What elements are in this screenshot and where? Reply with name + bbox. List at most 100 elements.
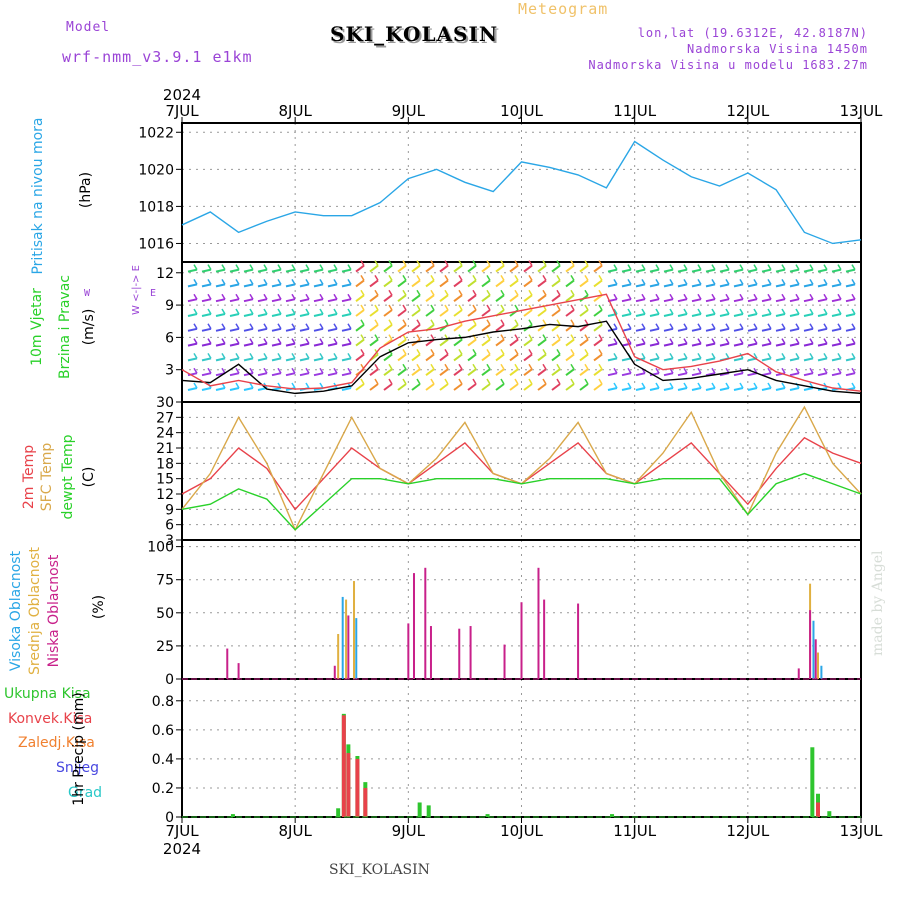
- wind-barb-flag: [739, 279, 744, 285]
- wind-barb-flag: [207, 308, 212, 315]
- wind-barb-flag: [514, 319, 519, 326]
- wind-barb-flag: [388, 363, 393, 370]
- wind-barb-flag: [221, 323, 226, 330]
- x-tick-label-top: 8JUL: [279, 102, 313, 120]
- wind-barb-flag: [500, 260, 505, 266]
- wind-barb-flag: [430, 319, 435, 326]
- cloud-bar-high: [812, 620, 815, 679]
- wind-barb: [649, 268, 660, 273]
- cloud-bar-low: [333, 665, 336, 679]
- wind-barb: [229, 342, 240, 347]
- wind-barb-flag: [795, 367, 800, 374]
- wind-barb-flag: [725, 382, 730, 389]
- wind-barb: [705, 268, 716, 273]
- wind-barb-flag: [542, 319, 547, 326]
- wind-barb-flag: [360, 378, 365, 385]
- wind-barb-flag: [683, 293, 688, 300]
- wind-barb: [411, 264, 421, 273]
- wind-barb: [789, 372, 800, 377]
- wind-barb: [565, 353, 575, 362]
- wind-barb: [411, 383, 421, 391]
- wind-barb: [649, 372, 660, 377]
- y-tick-label: 0.2: [152, 781, 174, 797]
- wind-barb-flag: [221, 293, 226, 300]
- wind-barb-flag: [570, 378, 575, 385]
- wind-barb: [327, 327, 338, 332]
- wind-barb-flag: [795, 323, 800, 330]
- panel-frame: [181, 401, 862, 541]
- x-tick-label-top: 7JUL: [165, 102, 199, 120]
- wind-barb-flag: [249, 367, 254, 374]
- wind-barb: [327, 372, 338, 377]
- wind-barb-flag: [781, 367, 786, 374]
- wind-speed-line: [181, 320, 862, 395]
- wind-barb-flag: [374, 363, 379, 370]
- wind-barb: [257, 313, 268, 317]
- wind-barb-flag: [781, 293, 786, 300]
- wind-barb: [607, 387, 618, 391]
- wind-barb-flag: [207, 353, 212, 359]
- wind-barb: [187, 357, 198, 362]
- wind-barb: [523, 338, 533, 347]
- wind-barb-flag: [207, 293, 212, 300]
- wind-barb: [663, 342, 674, 347]
- model-elevation-text: Nadmorska Visina u modelu 1683.27m: [588, 58, 868, 72]
- wind-barb: [789, 268, 800, 273]
- wind-barb: [761, 372, 772, 377]
- wind-barb: [215, 342, 226, 347]
- wind-barb-flag: [669, 323, 674, 330]
- cloud-bar-low: [429, 626, 432, 679]
- wind-barb: [761, 313, 772, 317]
- wind-barb: [691, 283, 702, 288]
- wind-barb: [663, 298, 674, 303]
- wind-barb-flag: [627, 367, 632, 374]
- wind-barb-flag: [767, 308, 772, 315]
- wind-barb-flag: [753, 293, 758, 300]
- wind-barb-flag: [374, 378, 379, 385]
- wind-barb: [383, 323, 393, 332]
- wind-barb-flag: [823, 338, 828, 344]
- wind-barb-flag: [235, 367, 240, 374]
- wind-barb: [299, 268, 310, 273]
- wind-barb: [439, 368, 449, 377]
- lonlat-text: lon,lat (19.6312E, 42.8187N): [637, 26, 868, 40]
- wind-barb: [593, 353, 603, 362]
- cloud-bar-low: [226, 648, 229, 679]
- wind-barb-flag: [374, 275, 379, 281]
- wind-barb: [523, 383, 533, 391]
- wind-barb: [509, 294, 519, 303]
- wind-barb: [187, 387, 198, 391]
- wind-barb-flag: [388, 378, 393, 385]
- wind-barb: [789, 313, 800, 317]
- cloud-bar-low: [503, 644, 506, 679]
- wind-barb-flag: [430, 363, 435, 370]
- wind-barb-flag: [291, 382, 296, 389]
- wind-barb: [383, 353, 393, 362]
- wind-barb-flag: [655, 264, 660, 270]
- wind-barb-flag: [627, 264, 632, 270]
- wind-barb-flag: [277, 293, 282, 300]
- wind-barb-flag: [500, 378, 505, 385]
- wind-barb: [705, 283, 716, 288]
- wind-barb-flag: [235, 338, 240, 344]
- wind-barb-flag: [795, 279, 800, 285]
- wind-barb-flag: [472, 378, 477, 385]
- wind-barb-flag: [277, 323, 282, 330]
- wind-barb-flag: [584, 378, 589, 385]
- wind-barb-flag: [683, 382, 688, 389]
- wind-barb-flag: [528, 319, 533, 326]
- wind-barb: [327, 283, 338, 288]
- x-tick-label-top: 10JUL: [500, 102, 543, 120]
- wind-barb: [649, 387, 660, 391]
- wind-barb: [215, 327, 226, 332]
- wind-barb-flag: [472, 289, 477, 296]
- wind-barb: [761, 387, 772, 391]
- wind-barb-flag: [570, 304, 575, 311]
- wind-barb-flag: [500, 319, 505, 326]
- wind-barb: [579, 264, 589, 273]
- wind-barb: [383, 264, 393, 273]
- wind-barb: [341, 372, 352, 377]
- cloud-bar-low: [537, 567, 540, 679]
- wind-barb: [677, 357, 688, 362]
- wind-barb: [747, 327, 758, 332]
